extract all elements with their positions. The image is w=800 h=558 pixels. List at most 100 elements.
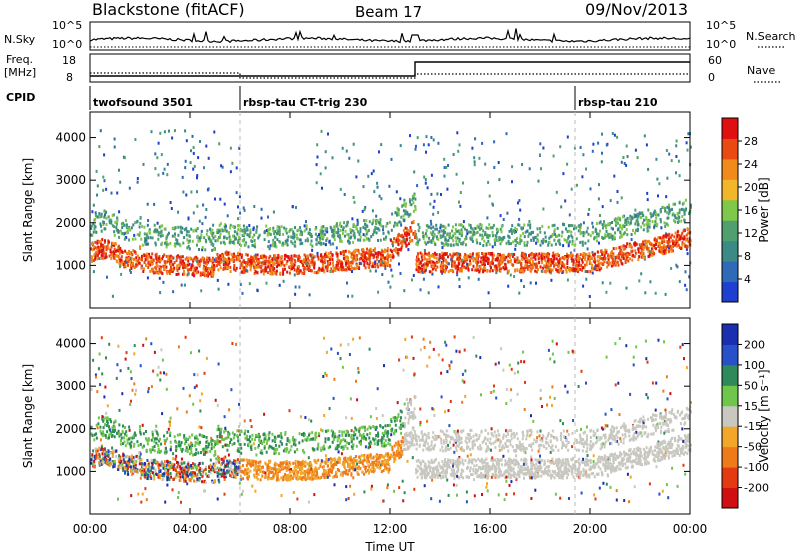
range-cell: [645, 357, 647, 360]
range-cell: [391, 229, 393, 232]
range-cell: [421, 255, 423, 258]
range-cell: [640, 425, 642, 428]
range-cell: [353, 234, 355, 237]
range-cell: [153, 478, 155, 481]
range-cell: [114, 138, 116, 141]
range-cell: [530, 269, 532, 272]
range-cell: [93, 231, 95, 234]
range-cell: [539, 227, 541, 230]
range-cell: [343, 268, 345, 271]
range-cell: [637, 156, 639, 159]
range-cell: [343, 250, 345, 253]
range-cell: [392, 244, 394, 247]
range-cell: [582, 231, 584, 234]
range-cell: [493, 224, 495, 227]
range-cell: [232, 225, 234, 228]
range-cell: [656, 223, 658, 226]
range-cell: [370, 251, 372, 254]
range-cell: [374, 228, 376, 231]
range-cell: [638, 279, 640, 282]
range-cell: [345, 230, 347, 233]
range-cell: [655, 418, 657, 421]
range-cell: [348, 240, 350, 243]
range-cell: [635, 149, 637, 152]
range-cell: [152, 268, 154, 271]
range-cell: [348, 497, 350, 500]
range-cell: [426, 266, 428, 269]
range-cell: [111, 254, 113, 257]
range-cell: [356, 266, 358, 269]
range-cell: [587, 255, 589, 258]
range-cell: [156, 229, 158, 232]
range-cell: [153, 203, 155, 206]
range-cell: [450, 269, 452, 272]
range-cell: [231, 162, 233, 165]
range-cell: [529, 223, 531, 226]
range-cell: [563, 223, 565, 226]
range-cell: [437, 231, 439, 234]
range-cell: [527, 241, 529, 244]
range-cell: [403, 209, 405, 212]
range-cell: [529, 167, 531, 170]
range-cell: [250, 266, 252, 269]
range-cell: [325, 239, 327, 242]
range-cell: [249, 435, 251, 438]
range-cell: [664, 210, 666, 213]
range-cell: [341, 266, 343, 269]
range-cell: [387, 231, 389, 234]
range-cell: [176, 239, 178, 242]
range-cell: [488, 291, 490, 294]
range-cell: [658, 214, 660, 217]
range-cell: [318, 258, 320, 261]
range-cell: [321, 130, 323, 133]
range-cell: [243, 225, 245, 228]
range-cell: [657, 423, 659, 426]
range-cell: [368, 265, 370, 268]
range-cell: [414, 230, 416, 233]
range-cell: [318, 241, 320, 244]
range-cell: [571, 257, 573, 260]
range-cell: [104, 245, 106, 248]
range-cell: [348, 265, 350, 268]
range-cell: [382, 414, 384, 417]
range-cell: [598, 242, 600, 245]
range-cell: [484, 256, 486, 259]
range-cell: [154, 152, 156, 155]
range-cell: [448, 235, 450, 238]
range-cell: [515, 240, 517, 243]
range-cell: [135, 460, 137, 463]
range-cell: [322, 264, 324, 267]
range-cell: [371, 265, 373, 268]
range-cell: [596, 239, 598, 242]
range-cell: [210, 231, 212, 234]
power-heatmap: [90, 129, 692, 298]
range-cell: [243, 207, 245, 210]
range-cell: [347, 343, 349, 346]
range-cell: [413, 194, 415, 197]
range-cell: [564, 238, 566, 241]
range-cell: [497, 239, 499, 242]
range-cell: [373, 170, 375, 173]
range-cell: [364, 234, 366, 237]
range-cell: [363, 233, 365, 236]
range-cell: [186, 230, 188, 233]
range-cell: [675, 238, 677, 241]
range-cell: [537, 234, 539, 237]
range-cell: [586, 263, 588, 266]
range-cell: [480, 260, 482, 263]
range-cell: [657, 245, 659, 248]
range-cell: [386, 222, 388, 225]
range-cell: [359, 239, 361, 242]
range-cell: [328, 261, 330, 264]
range-cell: [96, 194, 98, 197]
range-cell: [400, 216, 402, 219]
range-cell: [572, 263, 574, 266]
range-cell: [456, 484, 458, 487]
range-cell: [111, 246, 113, 249]
range-cell: [145, 243, 147, 246]
range-cell: [335, 224, 337, 227]
range-cell: [224, 478, 226, 481]
range-cell: [111, 192, 113, 195]
range-cell: [479, 444, 481, 447]
range-cell: [172, 235, 174, 238]
